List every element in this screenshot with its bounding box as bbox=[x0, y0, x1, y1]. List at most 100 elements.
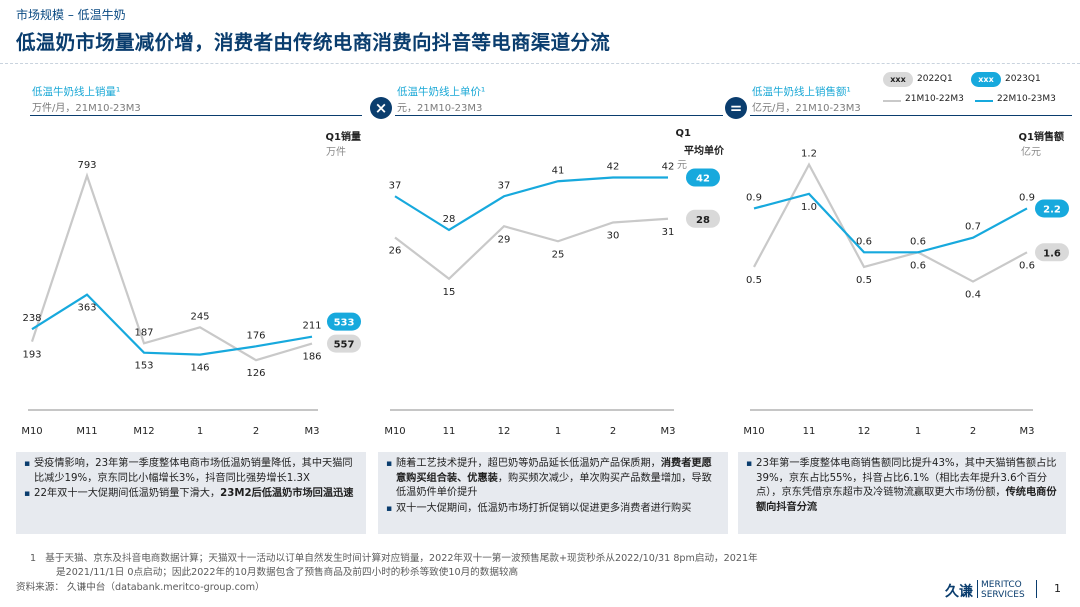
panel-1-q1-unit: 万件 bbox=[326, 147, 346, 158]
chart-3-q1-badge-2023 bbox=[1035, 199, 1069, 218]
logo-cn: 久谦 bbox=[945, 584, 973, 600]
chart-2-tick-label: 1 bbox=[555, 426, 561, 437]
chart-3-label-2022: 0.6 bbox=[1019, 260, 1035, 271]
chart-1-tick-label: M11 bbox=[76, 426, 97, 437]
chart-3-label-2023: 0.6 bbox=[856, 236, 872, 247]
chart-1-label-2023: 211 bbox=[302, 321, 321, 332]
bullets-panel-2: 随着工艺技术提升，超巴奶等奶品延长低温奶产品保质期，消费者更愿意购买组合装、优惠… bbox=[378, 452, 728, 534]
logo-divider bbox=[977, 580, 978, 598]
legend-series-2023: 22M10-23M3 bbox=[997, 94, 1056, 104]
panel-2-title: 低温牛奶线上单价¹ bbox=[397, 86, 486, 98]
legend: xxx 2022Q1 xxx 2023Q1 21M10-22M3 22M10-2… bbox=[883, 72, 1078, 108]
bullets-panel-1: 受疫情影响，23年第一季度整体电商市场低温奶销量降低，其中天猫同比减少19%，京… bbox=[16, 452, 366, 534]
chart-1-label-2022: 186 bbox=[302, 352, 321, 363]
panel-3-q1-unit: 亿元 bbox=[1021, 147, 1041, 158]
charts-svg: M10 M11 M12 1 2 M3193793187245126186238363153… bbox=[21, 149, 1069, 437]
chart-1-label-2022: 126 bbox=[246, 368, 265, 379]
bullet-3-1: 23年第一季度整体电商销售额同比提升43%，其中天猫销售额占比39%，京东占比5… bbox=[746, 457, 1058, 515]
equals-icon: = bbox=[725, 97, 747, 119]
chart-3-q1-total-2022: 1.6 bbox=[1043, 248, 1061, 259]
chart-2-label-2023: 42 bbox=[607, 162, 620, 173]
chart-1-tick-label: M3 bbox=[305, 426, 320, 437]
legend-badge-2022: xxx bbox=[883, 72, 913, 87]
chart-3-label-2022: 1.2 bbox=[801, 149, 817, 160]
panel-2-subtitle: 元，21M10-23M3 bbox=[397, 103, 483, 114]
chart-2-label-2023: 37 bbox=[498, 180, 511, 191]
chart-2-line-2022 bbox=[394, 217, 669, 281]
panel-1-rule bbox=[30, 115, 362, 116]
chart-2-label-2023: 28 bbox=[443, 214, 456, 225]
chart-3-tick-label: M3 bbox=[1020, 426, 1035, 437]
chart-1-label-2023: 176 bbox=[246, 330, 265, 341]
chart-2-tick-label: M10 bbox=[384, 426, 405, 437]
panel-1-title: 低温牛奶线上销量¹ bbox=[32, 86, 121, 98]
chart-3-label-2022: 0.5 bbox=[856, 275, 872, 286]
panel-2-q1-label: Q1 bbox=[675, 128, 691, 139]
chart-1-tick-label: 2 bbox=[253, 426, 259, 437]
chart-2-label-2022: 29 bbox=[498, 234, 511, 245]
logo-en2: SERVICES bbox=[981, 590, 1025, 600]
bullet-2-1: 随着工艺技术提升，超巴奶等奶品延长低温奶产品保质期，消费者更愿意购买组合装、优惠… bbox=[386, 457, 720, 501]
chart-1-q1-badge-2022 bbox=[327, 334, 361, 353]
chart-2-tick-label: 12 bbox=[498, 426, 511, 437]
legend-line-blue bbox=[975, 100, 993, 102]
panel-3-title: 低温牛奶线上销售额¹ bbox=[752, 86, 851, 98]
chart-1-line-2022 bbox=[30, 172, 313, 362]
chart-3-tick-label: 11 bbox=[803, 426, 816, 437]
chart-2-tick-label: 11 bbox=[443, 426, 456, 437]
chart-1-label-2022: 793 bbox=[77, 160, 96, 171]
chart-1-label-2023: 363 bbox=[77, 303, 96, 314]
chart-2-q1-total-2023: 42 bbox=[696, 174, 710, 185]
chart-1-label-2023: 146 bbox=[190, 363, 209, 374]
footnote-line-1: 1 基于天猫、京东及抖音电商数据计算；天猫双十一活动以订单自然发生时间计算对应销… bbox=[30, 553, 758, 564]
chart-2-q1-badge-2022 bbox=[686, 209, 720, 228]
panel-3-rule bbox=[750, 115, 1072, 116]
chart-1-q1-badge-2023 bbox=[327, 312, 361, 331]
bullet-1-2: 22年双十一大促期间低温奶销量下滑大，23M2后低温奶市场回温迅速 bbox=[24, 487, 358, 502]
chart-1-q1-total-2023: 533 bbox=[334, 318, 355, 329]
chart-3-tick-label: 1 bbox=[915, 426, 921, 437]
panel-2-q1-label-2: 平均单价 bbox=[684, 146, 724, 157]
chart-2-q1-badge-2023 bbox=[686, 168, 720, 187]
chart-2-label-2022: 26 bbox=[389, 246, 402, 257]
chart-1-label-2023: 238 bbox=[22, 313, 41, 324]
chart-2-label-2022: 30 bbox=[607, 231, 620, 242]
chart-3-line-2023 bbox=[753, 192, 1028, 254]
chart-1-line-2023 bbox=[31, 293, 313, 356]
footnote: 1 基于天猫、京东及抖音电商数据计算；天猫双十一活动以订单自然发生时间计算对应销… bbox=[16, 552, 936, 579]
title-divider bbox=[0, 63, 1080, 64]
legend-label-2023q1: 2023Q1 bbox=[1005, 74, 1041, 84]
chart-2-line-2023 bbox=[394, 176, 668, 232]
chart-3-tick-label: 2 bbox=[970, 426, 976, 437]
chart-3-label-2023: 1.0 bbox=[801, 202, 817, 213]
chart-3-label-2023: 0.9 bbox=[1019, 192, 1035, 203]
multiply-icon: × bbox=[370, 97, 392, 119]
legend-badge-2023: xxx bbox=[971, 72, 1001, 87]
page-divider bbox=[1036, 580, 1037, 598]
legend-label-2022q1: 2022Q1 bbox=[917, 74, 953, 84]
bullets-panel-3: 23年第一季度整体电商销售额同比提升43%，其中天猫销售额占比39%，京东占比5… bbox=[738, 452, 1066, 534]
legend-line-gray bbox=[883, 100, 901, 102]
page-number: 1 bbox=[1054, 582, 1061, 595]
source-line: 资料来源： 久谦中台（databank.meritco-group.com） bbox=[16, 582, 265, 593]
chart-3-label-2022: 0.4 bbox=[965, 290, 981, 301]
chart-2-label-2022: 15 bbox=[443, 287, 456, 298]
chart-2-label-2023: 37 bbox=[389, 180, 402, 191]
chart-1-tick-label: 1 bbox=[197, 426, 203, 437]
chart-2-label-2022: 25 bbox=[552, 249, 565, 260]
panel-3-q1-label: Q1销售额 bbox=[1018, 132, 1064, 143]
chart-3-label-2022: 0.6 bbox=[910, 260, 926, 271]
bullet-2-2: 双十一大促期间，低温奶市场打折促销以促进更多消费者进行购买 bbox=[386, 502, 720, 517]
chart-3-tick-label: 12 bbox=[858, 426, 871, 437]
chart-3-label-2023: 0.6 bbox=[910, 236, 926, 247]
chart-2-q1-total-2022: 28 bbox=[696, 215, 710, 226]
panel-2-q1-unit: 元 bbox=[677, 160, 687, 171]
chart-2-label-2023: 42 bbox=[662, 162, 675, 173]
chart-1-label-2022: 193 bbox=[22, 350, 41, 361]
footnote-line-2: 是2021/11/1日 0点启动；因此2022年的10月数据包含了预售商品及前四… bbox=[56, 566, 519, 578]
chart-1-q1-total-2022: 557 bbox=[334, 340, 355, 351]
chart-1-label-2022: 187 bbox=[134, 327, 153, 338]
chart-2-label-2022: 31 bbox=[662, 227, 675, 238]
chart-2-tick-label: 2 bbox=[610, 426, 616, 437]
panel-1-subtitle: 万件/月，21M10-23M3 bbox=[32, 103, 141, 114]
